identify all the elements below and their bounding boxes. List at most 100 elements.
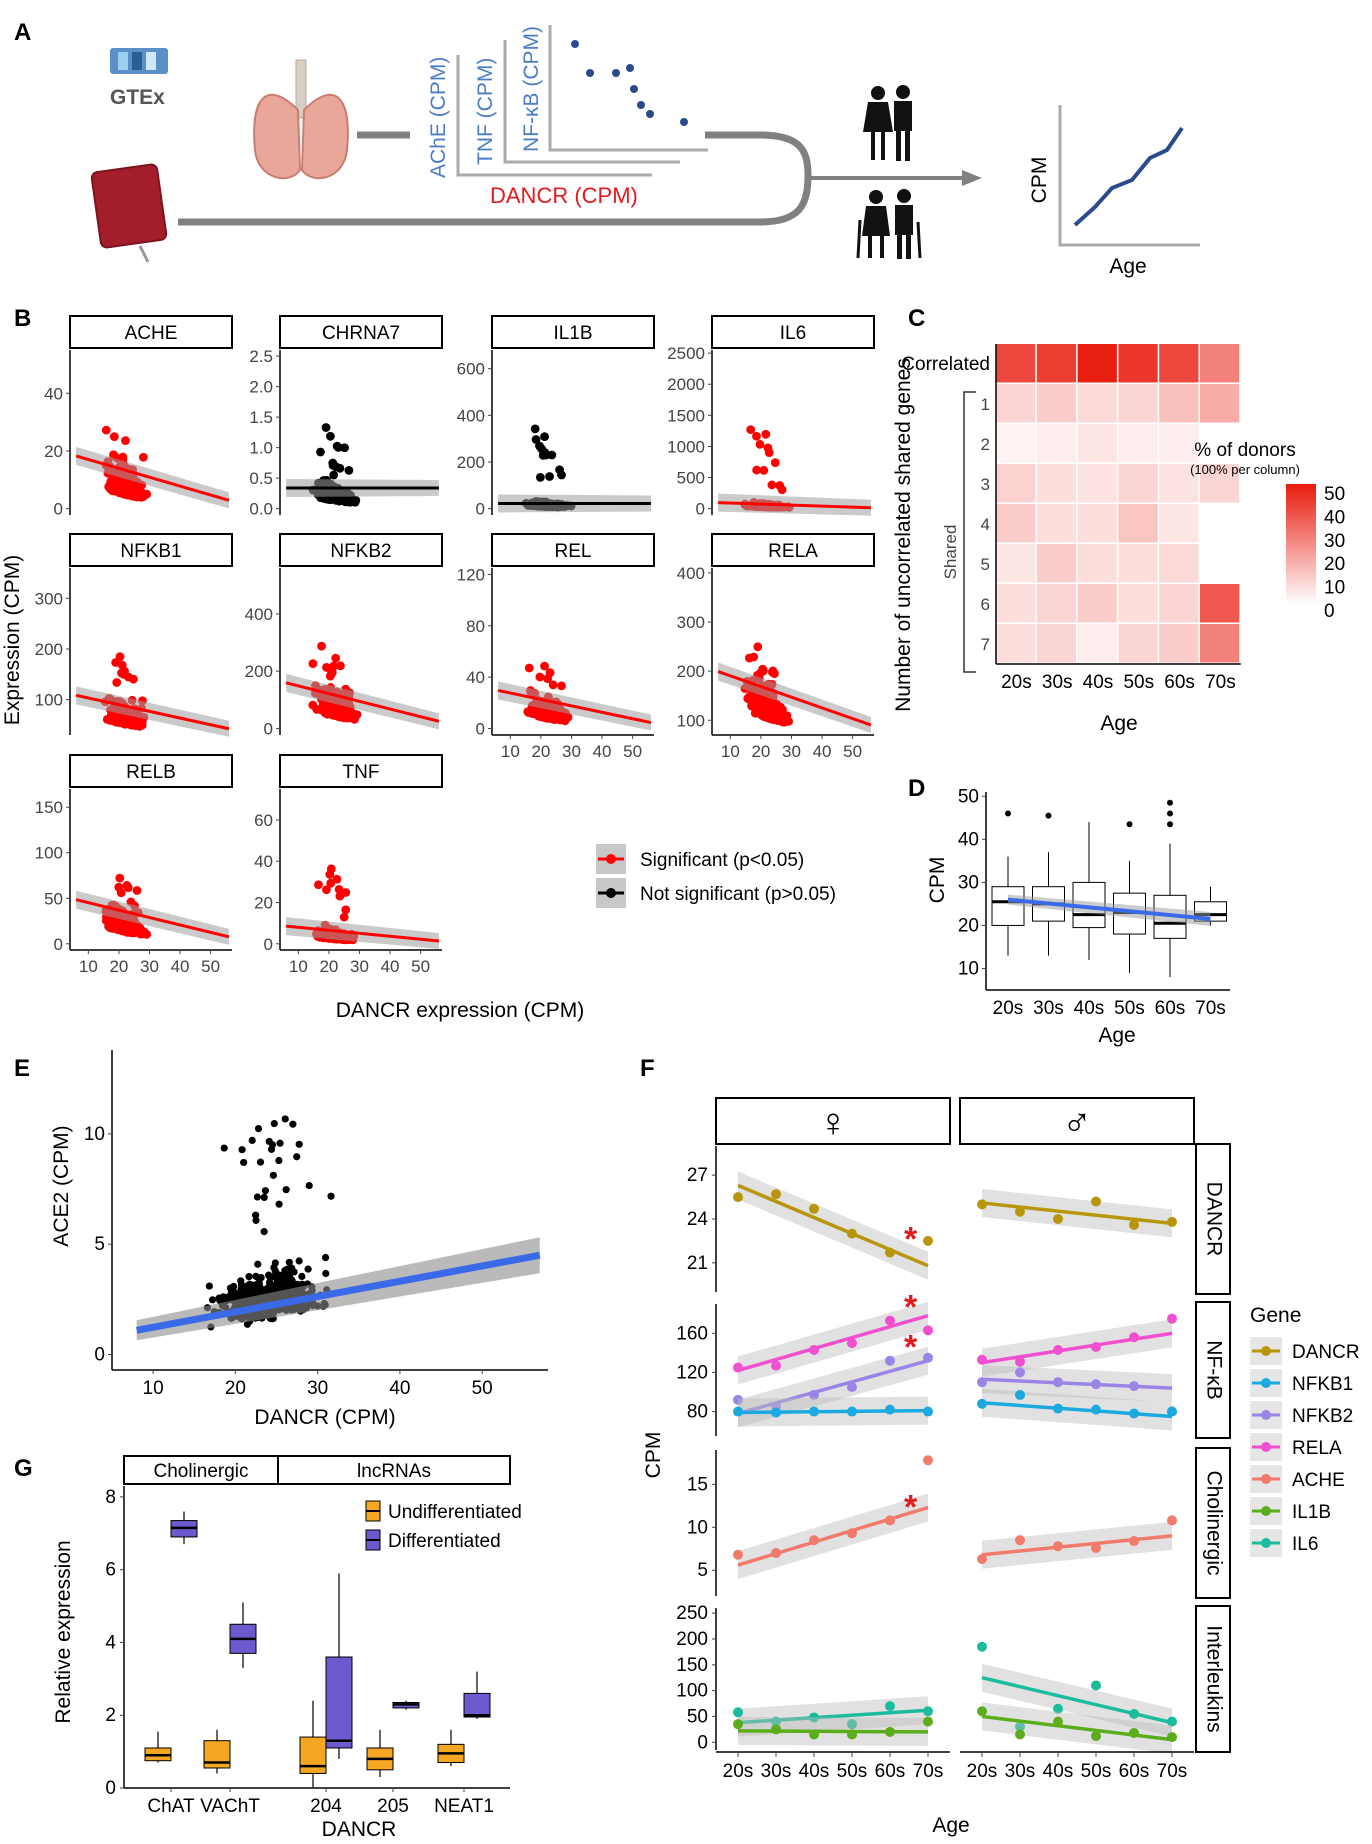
person-leg bbox=[871, 132, 875, 160]
person-leg bbox=[881, 132, 885, 160]
data-point-il1b bbox=[1129, 1727, 1139, 1738]
data-point-nfkb2 bbox=[1091, 1379, 1101, 1390]
x-tick-label: 60s bbox=[1119, 1761, 1150, 1782]
data-point-il1b bbox=[1091, 1731, 1101, 1742]
trend-line-nfkb2 bbox=[737, 1359, 929, 1416]
facet-title: NFKB2 bbox=[330, 541, 391, 562]
x-tick-label: 50 bbox=[201, 957, 220, 976]
data-point-rela bbox=[1015, 1356, 1025, 1367]
heatmap-cell bbox=[1118, 544, 1158, 583]
legend-item-nfkb1: NFKB1 bbox=[1292, 1374, 1353, 1395]
col-label: 40s bbox=[1083, 672, 1114, 693]
data-point bbox=[535, 672, 545, 682]
data-point bbox=[540, 661, 549, 671]
person-body bbox=[895, 205, 913, 235]
differentiated-box bbox=[392, 1700, 420, 1710]
data-point bbox=[282, 1186, 290, 1194]
data-point-rela bbox=[1053, 1344, 1063, 1355]
data-point bbox=[776, 713, 785, 723]
heatmap-cell bbox=[1036, 464, 1077, 503]
gtex-logo-bar bbox=[132, 52, 142, 70]
facet-title: ACHE bbox=[125, 323, 178, 344]
legend-key-dot bbox=[1261, 1506, 1271, 1516]
y-tick-label: 100 bbox=[35, 844, 63, 863]
data-point-ache bbox=[1091, 1542, 1101, 1553]
undifferentiated-box bbox=[437, 1729, 465, 1767]
panel-b-legend: Significant (p<0.05) Not significant (p>… bbox=[596, 844, 836, 908]
data-point-rela bbox=[771, 1360, 781, 1371]
data-point-nfkb2 bbox=[977, 1377, 987, 1388]
y-tick-label: 300 bbox=[677, 613, 705, 632]
facet-row-title: Interleukins bbox=[1202, 1625, 1225, 1732]
facet-il6: IL6 0 500 1000 1500 2000 2500 bbox=[667, 315, 875, 519]
trend-line-il1b bbox=[737, 1729, 929, 1734]
data-point-il6 bbox=[977, 1641, 987, 1652]
data-point bbox=[109, 432, 119, 442]
y-tick-label: 120 bbox=[457, 565, 485, 584]
data-point bbox=[752, 465, 762, 475]
facet-title: TNF bbox=[343, 762, 380, 783]
panel-f-xlabel: Age bbox=[932, 1814, 969, 1837]
data-point-il6 bbox=[1129, 1708, 1139, 1719]
heatmap-cell bbox=[1036, 584, 1077, 623]
legend-item-rela: RELA bbox=[1292, 1438, 1342, 1459]
x-tick-label: ChAT bbox=[147, 1796, 195, 1817]
data-point-il1b bbox=[733, 1719, 743, 1730]
y-tick-label: 200 bbox=[35, 640, 63, 659]
data-point-il1b bbox=[885, 1726, 895, 1737]
data-point bbox=[118, 487, 128, 497]
x-tick-label: 30s bbox=[761, 1761, 792, 1782]
facet-strip bbox=[711, 315, 875, 349]
y-tick-label: 300 bbox=[35, 589, 63, 608]
data-point bbox=[114, 882, 124, 892]
panel-g-ylabel: Relative expression bbox=[52, 1540, 75, 1723]
panel-b-xlabel: DANCR expression (CPM) bbox=[336, 999, 585, 1022]
heatmap-cell bbox=[1159, 504, 1199, 543]
y-tick-label: 27 bbox=[687, 1165, 708, 1186]
pipeline-dot bbox=[630, 85, 638, 93]
data-point-nfkb1 bbox=[1053, 1403, 1063, 1414]
facet-row-strip bbox=[1195, 1605, 1231, 1753]
data-point-nfkb2 bbox=[1129, 1381, 1139, 1392]
facet-row-strip bbox=[1195, 1447, 1231, 1599]
boxplot-area: 10 20 30 40 50 20s 30s 40s 50s 60s 70s bbox=[958, 786, 1230, 1019]
data-point bbox=[220, 1144, 228, 1152]
data-point bbox=[329, 470, 339, 480]
y-tick-label: 400 bbox=[245, 605, 273, 624]
box bbox=[463, 1692, 491, 1718]
person-head bbox=[896, 85, 910, 99]
x-tick-label: 205 bbox=[377, 1796, 409, 1817]
panel-d-label: D bbox=[908, 775, 925, 802]
trend-line-dancr bbox=[737, 1183, 929, 1268]
box-50s bbox=[1113, 821, 1146, 973]
undifferentiated-box bbox=[144, 1731, 172, 1763]
y-tick-label: 100 bbox=[35, 691, 63, 710]
data-point bbox=[555, 465, 564, 475]
data-point-rela bbox=[977, 1354, 987, 1365]
pipeline-dot bbox=[586, 69, 594, 77]
trend-line-rela bbox=[737, 1314, 929, 1373]
data-point-il6 bbox=[809, 1712, 819, 1723]
facet-title: RELA bbox=[768, 541, 818, 562]
facet-rel: REL 0 40 80 120 10 20 30 40 50 bbox=[457, 533, 655, 761]
y-tick-label: 200 bbox=[457, 453, 485, 472]
data-point-il6 bbox=[1091, 1680, 1101, 1691]
data-point bbox=[119, 926, 128, 936]
data-point bbox=[254, 1124, 263, 1133]
heatmap-cell bbox=[1036, 384, 1077, 423]
x-tick-label: 10 bbox=[79, 957, 98, 976]
col-label: 60s bbox=[1164, 672, 1195, 693]
data-point bbox=[118, 452, 128, 462]
heatmap-cell bbox=[1200, 344, 1240, 383]
data-point bbox=[275, 1200, 283, 1208]
data-point bbox=[248, 1136, 256, 1144]
legend-key-dot bbox=[1261, 1346, 1271, 1356]
data-point-rela bbox=[1091, 1342, 1101, 1353]
data-point-ache bbox=[1015, 1535, 1025, 1546]
person-body bbox=[894, 101, 912, 131]
x-tick-label: 20s bbox=[967, 1761, 998, 1782]
person-leg bbox=[905, 131, 910, 161]
box bbox=[325, 1656, 353, 1749]
x-tick-label: 30 bbox=[562, 742, 581, 761]
x-tick-label: 10 bbox=[289, 957, 308, 976]
